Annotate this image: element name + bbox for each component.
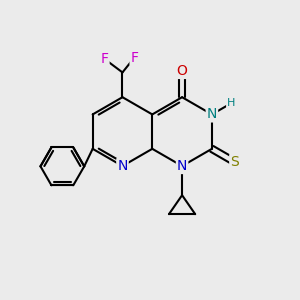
- Text: O: O: [177, 64, 188, 78]
- Text: F: F: [130, 51, 138, 65]
- Text: N: N: [177, 159, 187, 173]
- Text: N: N: [207, 107, 217, 122]
- Text: H: H: [226, 98, 235, 109]
- Text: F: F: [101, 52, 109, 66]
- Text: N: N: [117, 159, 128, 173]
- Text: S: S: [230, 155, 239, 169]
